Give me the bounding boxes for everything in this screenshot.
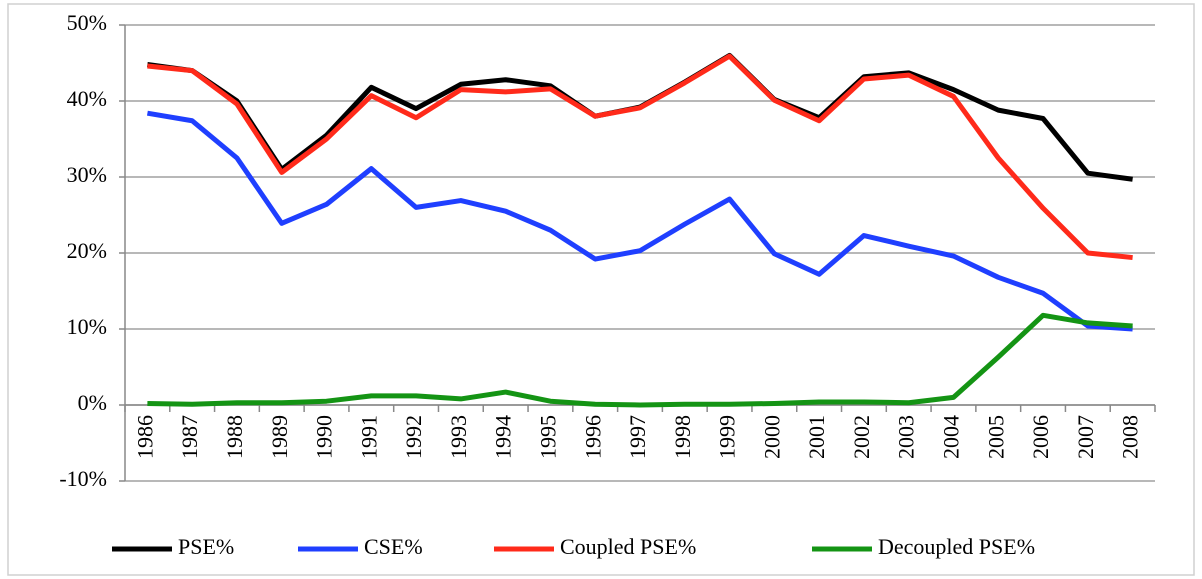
- x-tick-label: 2007: [1073, 415, 1098, 459]
- x-tick-label: 2005: [983, 415, 1008, 459]
- x-tick-label: 2006: [1028, 415, 1053, 459]
- y-tick-label: 50%: [67, 10, 107, 35]
- x-tick-label: 1999: [715, 415, 740, 459]
- y-tick-label: 10%: [67, 314, 107, 339]
- x-tick-label: 1986: [132, 415, 157, 459]
- x-tick-label: 1988: [222, 415, 247, 459]
- y-tick-label: 0%: [78, 390, 107, 415]
- x-tick-label: 1987: [177, 415, 202, 459]
- x-tick-label: 2008: [1118, 415, 1143, 459]
- legend-label: CSE%: [364, 534, 423, 559]
- legend-label: PSE%: [178, 534, 234, 559]
- chart-border: [7, 3, 1195, 576]
- series-line: [147, 312, 1133, 408]
- x-tick-label: 2001: [804, 415, 829, 459]
- x-tick-label: 1995: [535, 415, 560, 459]
- y-tick-label: 30%: [67, 162, 107, 187]
- y-tick-label: -10%: [59, 466, 107, 491]
- x-tick-label: 2000: [759, 415, 784, 459]
- x-tick-label: 1989: [267, 415, 292, 459]
- x-tick-label: 2002: [849, 415, 874, 459]
- x-tick-label: 1994: [491, 415, 516, 459]
- x-tick-label: 1997: [625, 415, 650, 459]
- x-tick-label: 1992: [401, 415, 426, 459]
- legend-label: Decoupled PSE%: [878, 534, 1035, 559]
- x-tick-label: 1993: [446, 415, 471, 459]
- y-tick-label: 20%: [67, 238, 107, 263]
- series-line: [146, 110, 1133, 332]
- legend-label: Coupled PSE%: [560, 534, 696, 559]
- x-tick-label: 1991: [356, 415, 381, 459]
- x-tick-label: 2004: [939, 415, 964, 459]
- series-line: [147, 53, 1133, 261]
- x-tick-label: 2003: [894, 415, 919, 459]
- x-tick-label: 1998: [670, 415, 695, 459]
- y-tick-label: 40%: [67, 86, 107, 111]
- x-tick-label: 1990: [312, 415, 337, 459]
- x-tick-label: 1996: [580, 415, 605, 459]
